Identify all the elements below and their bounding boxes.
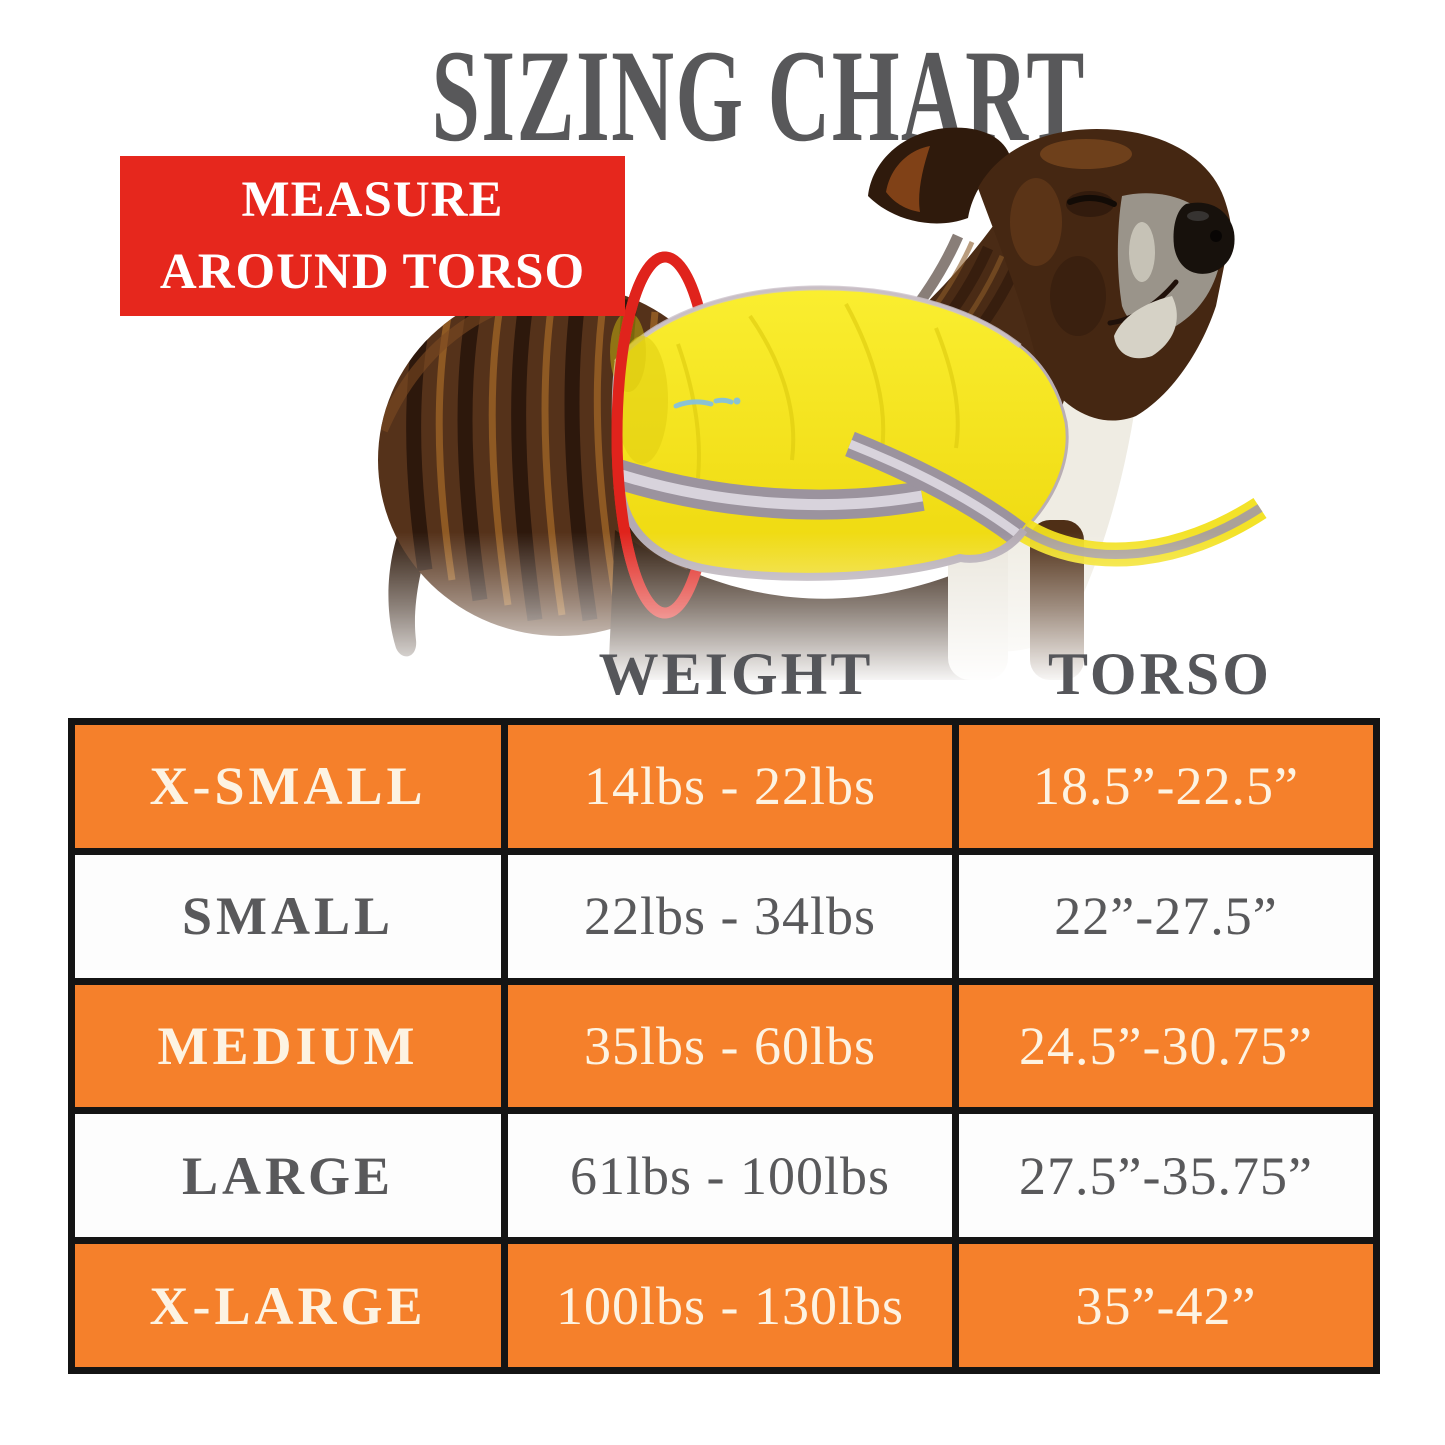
size-cell: X-SMALL: [75, 725, 501, 848]
size-cell: LARGE: [75, 1114, 501, 1238]
dog-ear-inner: [886, 146, 930, 212]
weight-cell: 35lbs - 60lbs: [508, 984, 952, 1108]
column-header-weight: WEIGHT: [598, 641, 874, 707]
weight-cell: 14lbs - 22lbs: [508, 725, 952, 848]
size-cell: MEDIUM: [75, 984, 501, 1108]
torso-cell: 24.5”-30.75”: [959, 984, 1373, 1108]
photo-fade: [330, 532, 1340, 680]
torso-cell: 22”-27.5”: [959, 854, 1373, 978]
torso-cell: 35”-42”: [959, 1244, 1373, 1367]
torso-cell: 27.5”-35.75”: [959, 1114, 1373, 1238]
dog-head: [868, 127, 1235, 421]
weight-cell: 61lbs - 100lbs: [508, 1114, 952, 1238]
size-cell: X-LARGE: [75, 1244, 501, 1367]
size-cell: SMALL: [75, 854, 501, 978]
weight-cell: 100lbs - 130lbs: [508, 1244, 952, 1367]
dog-photo: [330, 127, 1340, 680]
weight-cell: 22lbs - 34lbs: [508, 854, 952, 978]
dog-chin: [1114, 296, 1177, 359]
measure-callout-line2: AROUND TORSO: [159, 244, 586, 300]
measure-callout: MEASURE AROUND TORSO: [120, 156, 625, 316]
safety-vest: [610, 285, 1267, 581]
column-header-torso: TORSO: [1048, 641, 1272, 707]
sizing-table: X-SMALL 14lbs - 22lbs 18.5”-22.5” SMALL …: [68, 718, 1380, 1374]
vest-logo: [673, 397, 741, 409]
dog-nose: [1173, 202, 1235, 274]
torso-cell: 18.5”-22.5”: [959, 725, 1373, 848]
measure-callout-line1: MEASURE: [241, 171, 504, 228]
